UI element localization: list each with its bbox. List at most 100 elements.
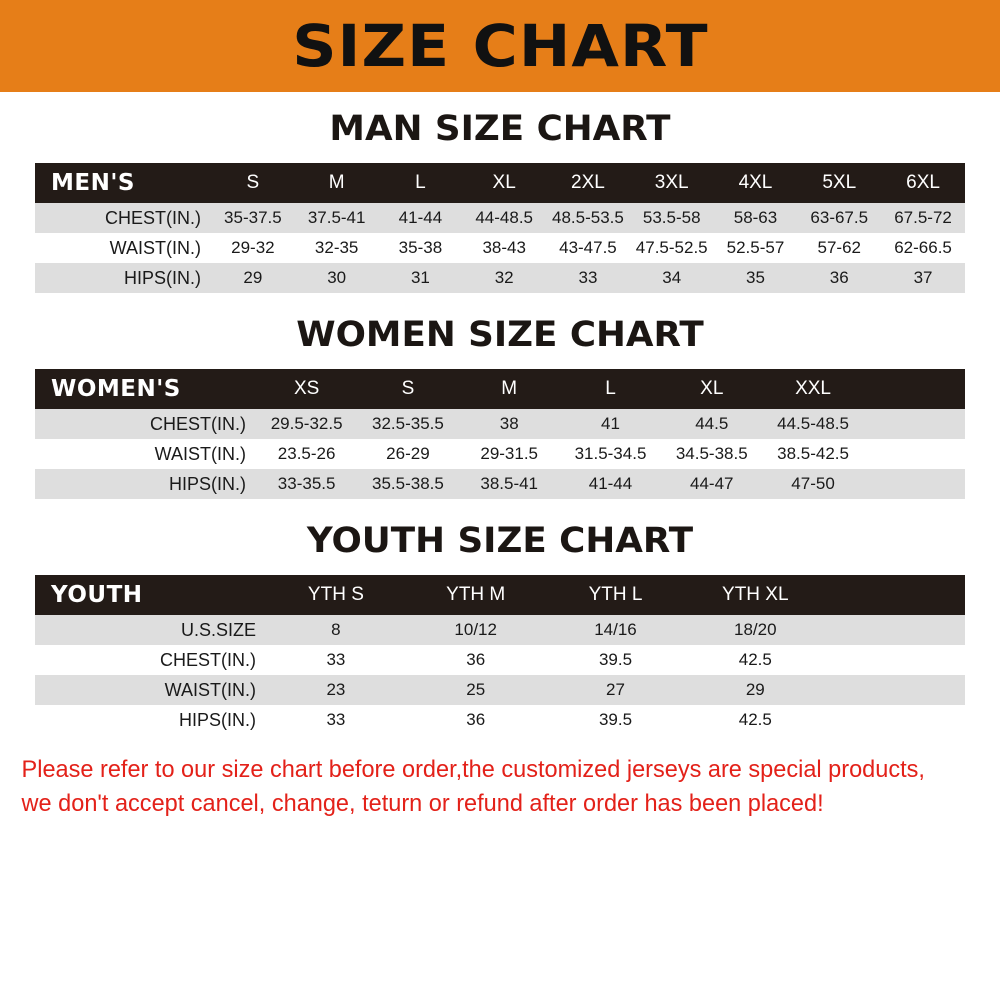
table-row: CHEST(IN.) 33 36 39.5 42.5 — [35, 645, 965, 675]
men-col-header-m: M — [328, 172, 345, 193]
men-table-body: CHEST(IN.) 35-37.5 37.5-41 41-44 44-48.5… — [35, 203, 965, 293]
youth-hips-m: 36 — [466, 710, 486, 729]
youth-chest-s: 33 — [326, 650, 346, 669]
men-waist-3xl: 47.5-52.5 — [635, 238, 708, 257]
women-hips-m: 38.5-41 — [480, 474, 539, 493]
women-waist-l: 31.5-34.5 — [574, 444, 647, 463]
youth-row-label-header: YOUTH — [51, 582, 143, 608]
youth-row-label-hips: HIPS(IN.) — [178, 709, 256, 730]
men-hips-2xl: 33 — [578, 268, 598, 287]
spacer-women — [0, 355, 1000, 369]
women-chest-spacer — [864, 409, 965, 439]
table-row: U.S.SIZE 8 10/12 14/16 18/20 — [35, 615, 965, 645]
women-col-header-spacer — [864, 369, 965, 409]
page-title: SIZE CHART — [291, 12, 709, 80]
women-row-label-hips: HIPS(IN.) — [168, 473, 246, 494]
women-table-head: WOMEN'S XS S M L XL XXL — [35, 369, 965, 409]
men-hips-l: 31 — [410, 268, 430, 287]
youth-hips-l: 39.5 — [598, 710, 633, 729]
youth-chest-m: 36 — [466, 650, 486, 669]
men-chest-l: 41-44 — [398, 208, 443, 227]
youth-table-body: U.S.SIZE 8 10/12 14/16 18/20 CHEST(IN.) … — [35, 615, 965, 735]
women-chest-xs: 29.5-32.5 — [270, 414, 343, 433]
youth-ussize-l: 14/16 — [594, 620, 637, 639]
women-header-row: WOMEN'S XS S M L XL XXL — [35, 369, 965, 409]
men-chest-xl: 44-48.5 — [475, 208, 534, 227]
spacer-top — [0, 92, 1000, 109]
youth-ussize-xl: 18/20 — [734, 620, 777, 639]
men-chest-m: 37.5-41 — [307, 208, 366, 227]
men-chest-2xl: 48.5-53.5 — [552, 208, 624, 227]
men-header-row: MEN'S S M L XL 2XL 3XL 4XL 5XL 6XL — [35, 163, 965, 203]
youth-section-title: YOUTH SIZE CHART — [306, 521, 694, 561]
men-chest-5xl: 63-67.5 — [810, 208, 869, 227]
youth-col-header-spacer — [825, 575, 965, 615]
men-col-header-s: S — [246, 172, 260, 193]
spacer-men — [0, 149, 1000, 163]
youth-waist-xl: 29 — [745, 680, 765, 699]
women-hips-xl: 44-47 — [690, 474, 734, 493]
women-hips-spacer — [864, 469, 965, 499]
men-waist-2xl: 43-47.5 — [559, 238, 617, 257]
men-waist-4xl: 52.5-57 — [726, 238, 785, 257]
youth-row-label-waist: WAIST(IN.) — [164, 679, 256, 700]
women-table-body: CHEST(IN.) 29.5-32.5 32.5-35.5 38 41 44.… — [35, 409, 965, 499]
youth-hips-spacer — [825, 705, 965, 735]
spacer-women-top — [0, 293, 1000, 315]
youth-row-label-chest: CHEST(IN.) — [160, 649, 256, 670]
men-hips-6xl: 37 — [913, 268, 933, 287]
women-waist-xxl: 38.5-42.5 — [777, 444, 849, 463]
women-row-label-header: WOMEN'S — [51, 376, 181, 402]
youth-waist-m: 25 — [466, 680, 486, 699]
youth-chest-l: 39.5 — [598, 650, 633, 669]
table-row: HIPS(IN.) 33-35.5 35.5-38.5 38.5-41 41-4… — [35, 469, 965, 499]
women-chart-block: WOMEN'S XS S M L XL XXL CHEST(IN.) 29.5-… — [0, 369, 1000, 499]
men-waist-5xl: 57-62 — [817, 238, 861, 257]
youth-row-label-ussize: U.S.SIZE — [180, 619, 256, 640]
women-col-header-xs: XS — [293, 378, 320, 399]
youth-ussize-spacer — [825, 615, 965, 645]
men-hips-m: 30 — [327, 268, 347, 287]
women-chest-xl: 44.5 — [695, 414, 729, 433]
men-col-header-3xl: 3XL — [654, 172, 689, 193]
youth-col-header-s: YTH S — [307, 584, 364, 605]
men-chest-s: 35-37.5 — [224, 208, 282, 227]
men-hips-4xl: 35 — [746, 268, 765, 287]
men-col-header-6xl: 6XL — [906, 172, 940, 193]
table-row: HIPS(IN.) 29 30 31 32 33 34 35 36 37 — [35, 263, 965, 293]
youth-hips-s: 33 — [326, 710, 346, 729]
men-col-header-5xl: 5XL — [822, 172, 857, 193]
men-chart-block: MEN'S S M L XL 2XL 3XL 4XL 5XL 6XL CHEST… — [0, 163, 1000, 293]
men-chest-4xl: 58-63 — [733, 208, 778, 227]
youth-col-header-m: YTH M — [446, 584, 506, 605]
spacer-youth — [0, 561, 1000, 575]
spacer-note — [0, 735, 1000, 753]
youth-col-header-l: YTH L — [588, 584, 643, 605]
men-col-header-4xl: 4XL — [738, 172, 773, 193]
note-line-2: we don't accept cancel, change, teturn o… — [21, 790, 824, 817]
women-hips-xs: 33-35.5 — [277, 474, 336, 493]
women-chest-s: 32.5-35.5 — [372, 414, 444, 433]
women-hips-xxl: 47-50 — [791, 474, 835, 493]
women-col-header-xxl: XXL — [795, 378, 831, 399]
women-row-label-waist: WAIST(IN.) — [154, 443, 246, 464]
men-waist-s: 29-32 — [231, 238, 275, 257]
women-chest-xxl: 44.5-48.5 — [777, 414, 849, 433]
youth-chest-xl: 42.5 — [738, 650, 772, 669]
women-hips-l: 41-44 — [588, 474, 633, 493]
youth-col-header-xl: YTH XL — [722, 584, 789, 605]
youth-waist-l: 27 — [606, 680, 625, 699]
youth-chest-spacer — [825, 645, 965, 675]
table-row: WAIST(IN.) 23 25 27 29 — [35, 675, 965, 705]
men-hips-s: 29 — [243, 268, 263, 287]
table-row: CHEST(IN.) 35-37.5 37.5-41 41-44 44-48.5… — [35, 203, 965, 233]
men-chest-3xl: 53.5-58 — [642, 208, 701, 227]
youth-hips-xl: 42.5 — [738, 710, 772, 729]
women-col-header-s: S — [401, 378, 415, 399]
table-row: CHEST(IN.) 29.5-32.5 32.5-35.5 38 41 44.… — [35, 409, 965, 439]
women-row-label-chest: CHEST(IN.) — [150, 413, 246, 434]
table-row: HIPS(IN.) 33 36 39.5 42.5 — [35, 705, 965, 735]
men-chest-6xl: 67.5-72 — [894, 208, 952, 227]
spacer-youth-top — [0, 499, 1000, 521]
